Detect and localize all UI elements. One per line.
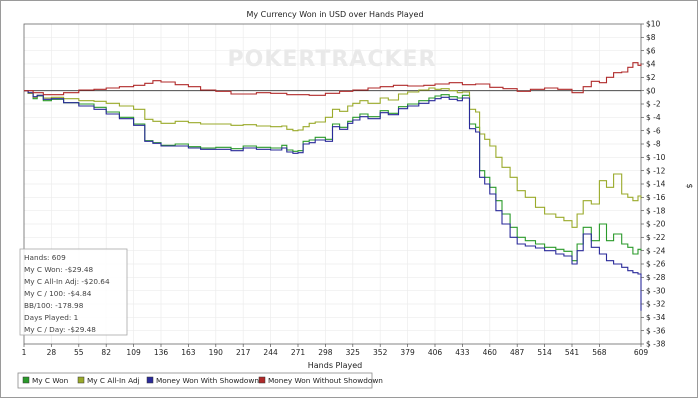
y-tick-label: $4	[646, 60, 656, 69]
y-tick-label: $ -8	[646, 140, 661, 149]
legend-swatch-allin-adj	[77, 376, 85, 384]
x-tick-label: 55	[74, 348, 84, 357]
legend-label-without-showdown: Money Won Without Showdown	[268, 376, 383, 385]
y-tick-label: $ -34	[646, 313, 666, 322]
y-tick-label: $ -12	[646, 166, 666, 175]
y-tick-label: $2	[646, 73, 656, 82]
y-tick-label: $ -6	[646, 126, 661, 135]
y-tick-label: $ -2	[646, 100, 661, 109]
y-tick-label: $ -24	[646, 246, 666, 255]
x-tick-label: 514	[537, 348, 552, 357]
x-tick-label: 136	[154, 348, 169, 357]
y-tick-label: $ -4	[646, 113, 661, 122]
x-tick-label: 244	[263, 348, 278, 357]
legend-label-allin-adj: My C All-In Adj	[87, 376, 140, 385]
y-tick-label: $ -30	[646, 286, 666, 295]
x-tick-label: 1	[22, 348, 27, 357]
legend-label-my-c-won: My C Won	[32, 376, 68, 385]
x-tick-label: 271	[291, 348, 306, 357]
stats-won: My C Won: -$29.48	[24, 265, 94, 274]
x-tick-label: 28	[47, 348, 57, 357]
y-tick-label: $ -20	[646, 220, 666, 229]
y-tick-label: $0	[646, 86, 656, 95]
y-axis-ticks: $10 $8 $6 $4 $2 $0 $ -2 $ -4 $ -6 $ -8 $ -10 $ -12 $…	[641, 20, 666, 349]
stats-days: Days Played: 1	[24, 313, 78, 322]
stats-bb-100: BB/100: -178.98	[24, 301, 84, 310]
y-tick-label: $8	[646, 33, 656, 42]
x-tick-label: 609	[634, 348, 649, 357]
x-tick-label: 568	[592, 348, 607, 357]
y-tick-label: $ -22	[646, 233, 666, 242]
legend-swatch-with-showdown	[146, 376, 154, 384]
x-tick-label: 460	[483, 348, 498, 357]
series-lines	[24, 62, 642, 311]
stats-hands: Hands: 609	[24, 253, 66, 262]
y-tick-label: $10	[646, 20, 661, 29]
stats-allin-adj: My C All-In Adj: -$20.64	[24, 277, 110, 286]
legend-label-with-showdown: Money Won With Showdown	[156, 376, 259, 385]
y-tick-label: $ -14	[646, 180, 666, 189]
y-tick-label: $ -10	[646, 153, 666, 162]
stats-box: Hands: 609 My C Won: -$29.48 My C All-In…	[19, 248, 128, 336]
x-tick-label: 298	[318, 348, 333, 357]
x-tick-label: 163	[181, 348, 196, 357]
series-line-money-won-without-showdown	[24, 62, 642, 96]
y-tick-label: $ -16	[646, 193, 666, 202]
x-axis-ticks: 1 28 55 82 109 136 163 190 217 244 271 298 325 352 379…	[22, 344, 649, 357]
y-tick-label: $ -28	[646, 273, 666, 282]
x-tick-label: 325	[346, 348, 361, 357]
watermark-logo: POKERTRACKER	[228, 47, 437, 72]
x-tick-label: 487	[510, 348, 525, 357]
series-line-money-won-with-showdown	[24, 90, 642, 311]
x-tick-label: 190	[209, 348, 224, 357]
x-tick-label: 82	[101, 348, 111, 357]
series-line-my-c-all-in-adj	[24, 87, 642, 228]
x-tick-label: 109	[126, 348, 141, 357]
y-tick-label: $ -36	[646, 326, 666, 335]
stats-per-day: My C / Day: -$29.48	[24, 325, 96, 334]
x-tick-label: 541	[565, 348, 580, 357]
y-axis-label: $	[685, 183, 694, 188]
y-tick-label: $ -26	[646, 260, 666, 269]
legend-swatch-without-showdown	[258, 376, 266, 384]
x-axis-label: Hands Played	[308, 361, 362, 370]
chart-title: My Currency Won in USD over Hands Played	[246, 10, 423, 19]
x-tick-label: 406	[428, 348, 443, 357]
x-tick-label: 433	[455, 348, 470, 357]
legend: My C Won My C All-In Adj Money Won With …	[17, 372, 383, 389]
y-tick-label: $ -38	[646, 340, 666, 349]
y-tick-label: $ -18	[646, 206, 666, 215]
legend-swatch-my-c-won	[22, 376, 30, 384]
x-tick-label: 379	[400, 348, 415, 357]
stats-per-100: My C / 100: -$4.84	[24, 289, 92, 298]
x-tick-label: 217	[236, 348, 251, 357]
y-tick-label: $ -32	[646, 300, 666, 309]
x-tick-label: 352	[373, 348, 388, 357]
y-tick-label: $6	[646, 46, 656, 55]
